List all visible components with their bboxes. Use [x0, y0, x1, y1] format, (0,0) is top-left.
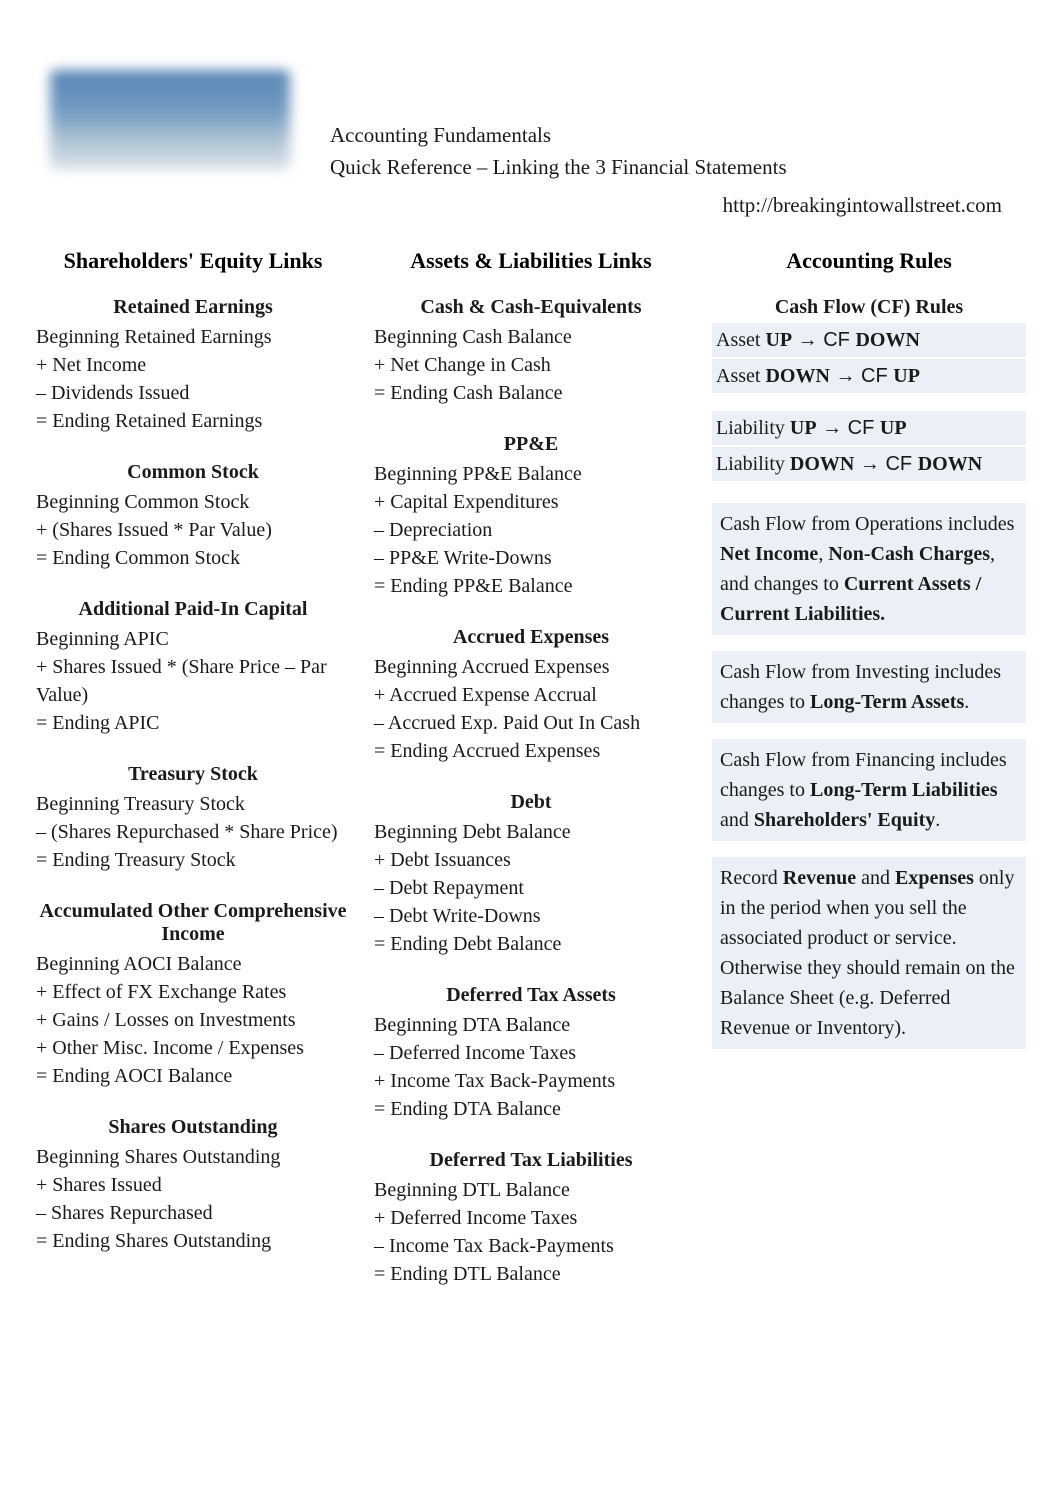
logo-image — [50, 70, 290, 170]
column-accounting-rules: Accounting Rules Cash Flow (CF) Rules As… — [712, 238, 1026, 1314]
line: = Ending Shares Outstanding — [36, 1227, 350, 1255]
section-apic: Additional Paid-In Capital Beginning API… — [36, 598, 350, 737]
line: Beginning Common Stock — [36, 488, 350, 516]
line: – Deferred Income Taxes — [374, 1039, 688, 1067]
section-title: Additional Paid-In Capital — [36, 598, 350, 621]
rule-liability-down: Liability DOWN → CF DOWN — [712, 447, 1026, 481]
section-dta: Deferred Tax Assets Beginning DTA Balanc… — [374, 984, 688, 1123]
section-title: PP&E — [374, 433, 688, 456]
section-title: Shares Outstanding — [36, 1116, 350, 1139]
line: Beginning DTA Balance — [374, 1011, 688, 1039]
cf-rules-title: Cash Flow (CF) Rules — [712, 296, 1026, 319]
line: – Shares Repurchased — [36, 1199, 350, 1227]
rule-asset-down: Asset DOWN → CF UP — [712, 359, 1026, 393]
line: Beginning Debt Balance — [374, 818, 688, 846]
section-title: Common Stock — [36, 461, 350, 484]
section-title: Deferred Tax Liabilities — [374, 1149, 688, 1172]
section-title: Accrued Expenses — [374, 626, 688, 649]
section-treasury-stock: Treasury Stock Beginning Treasury Stock … — [36, 763, 350, 874]
line: = Ending Common Stock — [36, 544, 350, 572]
section-common-stock: Common Stock Beginning Common Stock + (S… — [36, 461, 350, 572]
line: + (Shares Issued * Par Value) — [36, 516, 350, 544]
line: – PP&E Write-Downs — [374, 544, 688, 572]
line: Beginning APIC — [36, 625, 350, 653]
line: = Ending Treasury Stock — [36, 846, 350, 874]
line: Beginning Retained Earnings — [36, 323, 350, 351]
header-url: http://breakingintowallstreet.com — [0, 193, 1062, 238]
line: – Accrued Exp. Paid Out In Cash — [374, 709, 688, 737]
line: + Debt Issuances — [374, 846, 688, 874]
block-cff: Cash Flow from Financing includes change… — [712, 739, 1026, 841]
section-title: Cash & Cash-Equivalents — [374, 296, 688, 319]
block-cfi: Cash Flow from Investing includes change… — [712, 651, 1026, 723]
line: + Capital Expenditures — [374, 488, 688, 516]
line: Beginning PP&E Balance — [374, 460, 688, 488]
page-header: Accounting Fundamentals Quick Reference … — [0, 0, 1062, 193]
section-aoci: Accumulated Other Comprehensive Income B… — [36, 900, 350, 1090]
line: + Shares Issued * (Share Price – Par Val… — [36, 653, 350, 709]
line: – Income Tax Back-Payments — [374, 1232, 688, 1260]
section-title: Retained Earnings — [36, 296, 350, 319]
section-title: Debt — [374, 791, 688, 814]
line: = Ending Accrued Expenses — [374, 737, 688, 765]
line: = Ending APIC — [36, 709, 350, 737]
section-shares-outstanding: Shares Outstanding Beginning Shares Outs… — [36, 1116, 350, 1255]
line: – Depreciation — [374, 516, 688, 544]
section-title: Treasury Stock — [36, 763, 350, 786]
line: Beginning Treasury Stock — [36, 790, 350, 818]
section-ppe: PP&E Beginning PP&E Balance + Capital Ex… — [374, 433, 688, 600]
line: Beginning Shares Outstanding — [36, 1143, 350, 1171]
section-retained-earnings: Retained Earnings Beginning Retained Ear… — [36, 296, 350, 435]
rule-asset-up: Asset UP → CF DOWN — [712, 323, 1026, 357]
header-line2: Quick Reference – Linking the 3 Financia… — [330, 152, 787, 184]
line: – (Shares Repurchased * Share Price) — [36, 818, 350, 846]
col1-title: Shareholders' Equity Links — [36, 248, 350, 274]
column-assets-liabilities: Assets & Liabilities Links Cash & Cash-E… — [374, 238, 688, 1314]
line: – Debt Write-Downs — [374, 902, 688, 930]
line: + Shares Issued — [36, 1171, 350, 1199]
line: = Ending Debt Balance — [374, 930, 688, 958]
line: = Ending Cash Balance — [374, 379, 688, 407]
line: Beginning Accrued Expenses — [374, 653, 688, 681]
section-dtl: Deferred Tax Liabilities Beginning DTL B… — [374, 1149, 688, 1288]
line: + Effect of FX Exchange Rates — [36, 978, 350, 1006]
line: Beginning DTL Balance — [374, 1176, 688, 1204]
line: = Ending DTL Balance — [374, 1260, 688, 1288]
column-shareholders-equity: Shareholders' Equity Links Retained Earn… — [36, 238, 350, 1314]
section-title: Accumulated Other Comprehensive Income — [36, 900, 350, 946]
line: – Dividends Issued — [36, 379, 350, 407]
line: = Ending PP&E Balance — [374, 572, 688, 600]
line: + Gains / Losses on Investments — [36, 1006, 350, 1034]
header-line1: Accounting Fundamentals — [330, 120, 787, 152]
line: – Debt Repayment — [374, 874, 688, 902]
line: + Net Change in Cash — [374, 351, 688, 379]
col2-title: Assets & Liabilities Links — [374, 248, 688, 274]
line: + Accrued Expense Accrual — [374, 681, 688, 709]
section-debt: Debt Beginning Debt Balance + Debt Issua… — [374, 791, 688, 958]
line: Beginning AOCI Balance — [36, 950, 350, 978]
section-title: Deferred Tax Assets — [374, 984, 688, 1007]
line: = Ending DTA Balance — [374, 1095, 688, 1123]
line: + Deferred Income Taxes — [374, 1204, 688, 1232]
line: + Income Tax Back-Payments — [374, 1067, 688, 1095]
block-cfo: Cash Flow from Operations includes Net I… — [712, 503, 1026, 635]
line: = Ending AOCI Balance — [36, 1062, 350, 1090]
rule-liability-up: Liability UP → CF UP — [712, 411, 1026, 445]
line: = Ending Retained Earnings — [36, 407, 350, 435]
section-cash: Cash & Cash-Equivalents Beginning Cash B… — [374, 296, 688, 407]
columns-container: Shareholders' Equity Links Retained Earn… — [0, 238, 1062, 1314]
line: + Other Misc. Income / Expenses — [36, 1034, 350, 1062]
header-text: Accounting Fundamentals Quick Reference … — [330, 100, 787, 183]
line: Beginning Cash Balance — [374, 323, 688, 351]
col3-title: Accounting Rules — [712, 248, 1026, 274]
line: + Net Income — [36, 351, 350, 379]
block-revenue-expense: Record Revenue and Expenses only in the … — [712, 857, 1026, 1049]
section-accrued-expenses: Accrued Expenses Beginning Accrued Expen… — [374, 626, 688, 765]
